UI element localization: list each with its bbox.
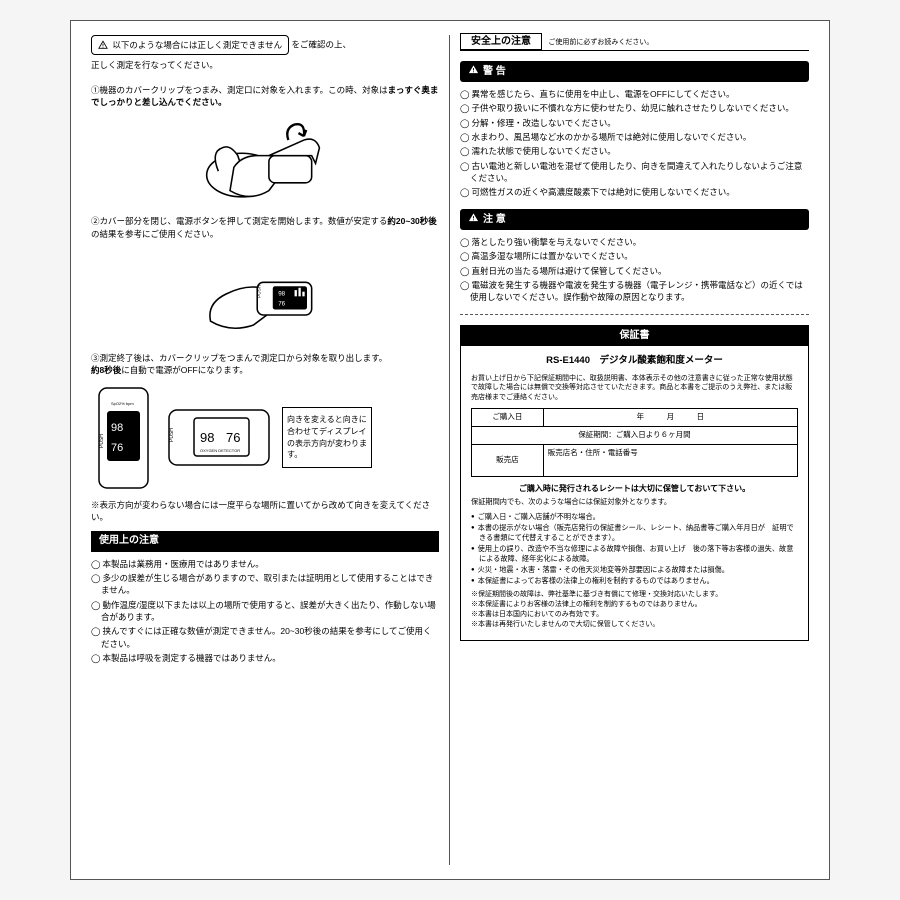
- warranty-card: 保証書 RS-E1440 デジタル酸素飽和度メーター お買い上げ日から下記保証期…: [460, 325, 809, 642]
- orientation-note-box: 向きを変えると向きに合わせてディスプレイの表示方向が変わります。: [282, 407, 372, 467]
- step-1-illustration: [195, 112, 335, 207]
- svg-text:76: 76: [278, 301, 285, 308]
- svg-text:76: 76: [226, 430, 240, 445]
- star-notes: ※保証期間後の故障は、弊社基準に基づき有償にて修理・交換対応いたします。 ※本保…: [471, 590, 798, 631]
- warn-item: 古い電池と新しい電池を混ぜて使用したり、向きを間違えて入れたりしないようご注意く…: [460, 160, 809, 185]
- period-note: 保証期間内でも、次のような場合には保証対象外となります。: [471, 497, 798, 507]
- warranty-model: RS-E1440 デジタル酸素飽和度メーター: [471, 354, 798, 368]
- caution-item: 高温多湿な場所には置かないでください。: [460, 250, 809, 262]
- cut-line: [460, 314, 809, 315]
- warn-item: 濡れた状態で使用しないでください。: [460, 145, 809, 157]
- top-notice-row: 以下のような場合には正しく測定できません をご確認の上、: [91, 35, 439, 55]
- notice-line2: 正しく測定を行なってください。: [91, 59, 439, 71]
- caution-item: 電磁波を発生する機器や電波を発生する機器（電子レンジ・携帯電話など）の近くでは使…: [460, 279, 809, 304]
- notice-text: 以下のような場合には正しく測定できません: [112, 40, 282, 50]
- caution-header: 注 意: [460, 209, 809, 231]
- usage-item: 挟んですぐには正確な数値が測定できません。20~30秒後の結果を参考にしてご使用…: [91, 625, 439, 650]
- caution-list: 落としたり強い衝撃を与えないでください。 高温多湿な場所には置かないでください。…: [460, 236, 809, 304]
- caution-item: 落としたり強い衝撃を与えないでください。: [460, 236, 809, 248]
- receipt-note: ご購入時に発行されるレシートは大切に保管しておいて下さい。: [471, 483, 798, 495]
- orientation-footnote: ※表示方向が変わらない場合には一度平らな場所に置いてから改めて向きを変えてくださ…: [91, 499, 439, 524]
- warning-list: 異常を感じたら、直ちに使用を中止し、電源をOFFにしてください。 子供や取り扱い…: [460, 88, 809, 199]
- right-column: 安全上の注意 ご使用前に必ずお読みください。 警 告 異常を感じたら、直ちに使用…: [450, 35, 819, 865]
- warn-item: 水まわり、風呂場など水のかかる場所では絶対に使用しないでください。: [460, 131, 809, 143]
- exclusion-list: ご購入日・ご購入店舗が不明な場合。 本書の提示がない場合（販売店発行の保証書シー…: [471, 512, 798, 586]
- store-label: 販売店: [472, 444, 544, 476]
- caution-tri-icon: [468, 212, 479, 223]
- svg-text:PUSH: PUSH: [169, 428, 175, 442]
- manual-sheet: 以下のような場合には正しく測定できません をご確認の上、 正しく測定を行なってく…: [70, 20, 830, 880]
- svg-text:98: 98: [200, 430, 214, 445]
- svg-text:76: 76: [111, 442, 123, 454]
- step-3-text: ③測定終了後は、カバークリップをつまんで測定口から対象を取り出します。 約8秒後…: [91, 352, 439, 377]
- svg-text:SpO2% bpm: SpO2% bpm: [111, 401, 134, 406]
- svg-text:98: 98: [111, 422, 123, 434]
- safety-header-wrap: 安全上の注意 ご使用前に必ずお読みください。: [460, 35, 809, 51]
- warranty-intro: お買い上げ日から下記保証期間中に、取扱説明書、本体表示その他の注意書きに従った正…: [471, 374, 798, 402]
- warning-tri-icon: [98, 40, 108, 50]
- svg-text:OXYGEN DETECTOR: OXYGEN DETECTOR: [200, 448, 240, 453]
- excl-item: ご購入日・ご購入店舗が不明な場合。: [471, 512, 798, 522]
- warning-tri-icon: [468, 64, 479, 75]
- purchase-date-label: ご購入日: [472, 409, 544, 427]
- caution-item: 直射日光の当たる場所は避けて保管してください。: [460, 265, 809, 277]
- warranty-table: ご購入日 年 月 日 保証期間：ご購入日より６ヶ月間 販売店 販売店名・住所・電…: [471, 408, 798, 477]
- excl-item: 本保証書によってお客様の法律上の権利を制約するものではありません。: [471, 576, 798, 586]
- warn-item: 異常を感じたら、直ちに使用を中止し、電源をOFFにしてください。: [460, 88, 809, 100]
- orientation-row: 98 76 PUSH SpO2% bpm 98 76 PUSH OXYGEN D…: [91, 383, 439, 493]
- notice-box: 以下のような場合には正しく測定できません: [91, 35, 289, 55]
- device-horizontal-icon: 98 76 PUSH OXYGEN DETECTOR: [164, 400, 274, 475]
- svg-text:PUSH: PUSH: [99, 433, 105, 447]
- step-2-illustration: 98 76 PUSH: [195, 244, 335, 344]
- warn-item: 分解・修理・改造しないでください。: [460, 117, 809, 129]
- warranty-period: 保証期間：ご購入日より６ヶ月間: [472, 427, 798, 445]
- warn-item: 可燃性ガスの近くや高濃度酸素下では絶対に使用しないでください。: [460, 186, 809, 198]
- excl-item: 使用上の誤り、改造や不当な修理による故障や損傷、お買い上げ 後の落下等お客様の過…: [471, 544, 798, 564]
- excl-item: 火災・地震・水害・落雷・その他天災地変等外部要因による故障または損傷。: [471, 565, 798, 575]
- svg-text:PUSH: PUSH: [256, 285, 261, 298]
- usage-item: 本製品は業務用・医療用ではありません。: [91, 558, 439, 570]
- usage-item: 動作温度/湿度以下または以上の場所で使用すると、誤差が大きく出たり、作動しない場…: [91, 599, 439, 624]
- svg-text:98: 98: [278, 290, 285, 297]
- purchase-date-value: 年 月 日: [543, 409, 797, 427]
- step-1-text: ①機器のカバークリップをつまみ、測定口に対象を入れます。この時、対象はまっすぐ奥…: [91, 84, 439, 109]
- safety-header: 安全上の注意: [460, 33, 542, 50]
- excl-item: 本書の提示がない場合（販売店発行の保証書シール、レシート、納品書等ご購入年月日が…: [471, 523, 798, 543]
- left-column: 以下のような場合には正しく測定できません をご確認の上、 正しく測定を行なってく…: [81, 35, 450, 865]
- warn-item: 子供や取り扱いに不慣れな方に使わせたり、幼児に触れさせたりしないでください。: [460, 102, 809, 114]
- safety-sub: ご使用前に必ずお読みください。: [548, 39, 653, 46]
- usage-item: 多少の誤差が生じる場合がありますので、取引または証明用として使用することはできま…: [91, 572, 439, 597]
- device-vertical-icon: 98 76 PUSH SpO2% bpm: [91, 383, 156, 493]
- warning-header: 警 告: [460, 61, 809, 83]
- store-value: 販売店名・住所・電話番号: [543, 444, 797, 476]
- warranty-title: 保証書: [461, 326, 808, 347]
- notice-tail: をご確認の上、: [292, 39, 352, 49]
- step-2-text: ②カバー部分を閉じ、電源ボタンを押して測定を開始します。数値が安定する約20~3…: [91, 215, 439, 240]
- usage-notes-header: 使用上の注意: [91, 531, 439, 552]
- usage-item: 本製品は呼吸を測定する機器ではありません。: [91, 652, 439, 664]
- usage-notes-list: 本製品は業務用・医療用ではありません。 多少の誤差が生じる場合がありますので、取…: [91, 558, 439, 665]
